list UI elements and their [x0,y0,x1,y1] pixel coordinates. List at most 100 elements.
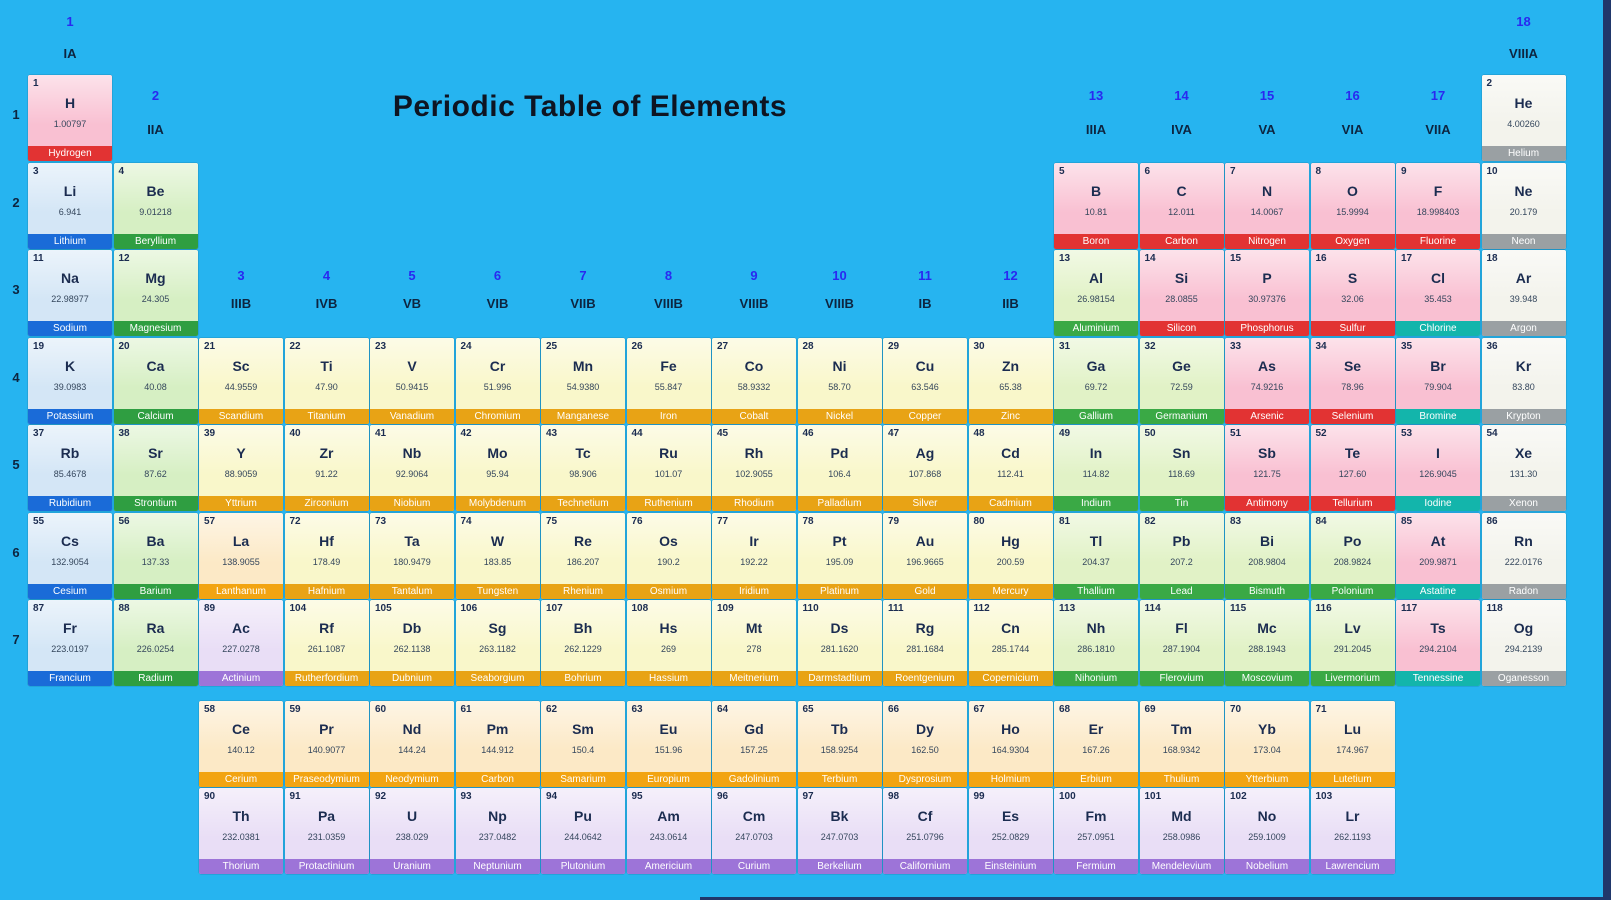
element-cell-yb[interactable]: 70 Yb 173.04 Ytterbium [1225,701,1309,787]
element-cell-v[interactable]: 23 V 50.9415 Vanadium [370,337,454,424]
element-cell-ca[interactable]: 20 Ca 40.08 Calcium [113,337,198,424]
element-cell-rn[interactable]: 86 Rn 222.0176 Radon [1481,512,1566,599]
element-cell-pr[interactable]: 59 Pr 140.9077 Praseodymium [284,701,369,787]
element-cell-ge[interactable]: 32 Ge 72.59 Germanium [1139,337,1224,424]
element-cell-fe[interactable]: 26 Fe 55.847 Iron [626,337,711,424]
element-cell-pd[interactable]: 46 Pd 106.4 Palladium [797,425,882,511]
element-cell-sm[interactable]: 62 Sm 150.4 Samarium [541,701,625,787]
element-cell-ts[interactable]: 117 Ts 294.2104 Tennessine [1396,600,1480,686]
element-cell-gd[interactable]: 64 Gd 157.25 Gadolinium [712,701,796,787]
element-cell-no[interactable]: 102 No 259.1009 Nobelium [1225,788,1309,874]
element-cell-zr[interactable]: 40 Zr 91.22 Zirconium [284,425,369,511]
element-cell-sr[interactable]: 38 Sr 87.62 Strontium [113,425,198,511]
element-cell-cl[interactable]: 17 Cl 35.453 Chlorine [1396,250,1480,336]
element-cell-ar[interactable]: 18 Ar 39.948 Argon [1481,250,1566,336]
element-cell-co[interactable]: 27 Co 58.9332 Cobalt [712,337,796,424]
element-cell-cf[interactable]: 98 Cf 251.0796 Californium [883,788,967,874]
element-cell-as[interactable]: 33 As 74.9216 Arsenic [1225,337,1309,424]
element-cell-fl[interactable]: 114 Fl 287.1904 Flerovium [1139,600,1224,686]
element-cell-ba[interactable]: 56 Ba 137.33 Barium [113,512,198,599]
element-cell-be[interactable]: 4 Be 9.01218 Beryllium [113,162,198,249]
element-cell-w[interactable]: 74 W 183.85 Tungsten [455,512,540,599]
element-cell-se[interactable]: 34 Se 78.96 Selenium [1310,337,1395,424]
element-cell-b[interactable]: 5 B 10.81 Boron [1054,162,1138,249]
element-cell-p[interactable]: 15 P 30.97376 Phosphorus [1225,250,1309,336]
element-cell-i[interactable]: 53 I 126.9045 Iodine [1396,425,1480,511]
element-cell-ac[interactable]: 89 Ac 227.0278 Actinium [199,600,283,686]
element-cell-ta[interactable]: 73 Ta 180.9479 Tantalum [370,512,454,599]
element-cell-na[interactable]: 11 Na 22.98977 Sodium [28,250,112,336]
element-cell-nd[interactable]: 60 Nd 144.24 Neodymium [370,701,454,787]
element-cell-pu[interactable]: 94 Pu 244.0642 Plutonium [541,788,625,874]
element-cell-pa[interactable]: 91 Pa 231.0359 Protactinium [284,788,369,874]
element-cell-ra[interactable]: 88 Ra 226.0254 Radium [113,600,198,686]
element-cell-tb[interactable]: 65 Tb 158.9254 Terbium [797,701,882,787]
element-cell-la[interactable]: 57 La 138.9055 Lanthanum [199,512,283,599]
element-cell-cu[interactable]: 29 Cu 63.546 Copper [883,337,967,424]
element-cell-f[interactable]: 9 F 18.998403 Fluorine [1396,162,1480,249]
element-cell-at[interactable]: 85 At 209.9871 Astatine [1396,512,1480,599]
element-cell-li[interactable]: 3 Li 6.941 Lithium [28,162,112,249]
element-cell-tc[interactable]: 43 Tc 98.906 Technetium [541,425,625,511]
element-cell-mc[interactable]: 115 Mc 288.1943 Moscovium [1225,600,1309,686]
element-cell-in[interactable]: 49 In 114.82 Indium [1054,425,1138,511]
element-cell-mg[interactable]: 12 Mg 24.305 Magnesium [113,250,198,336]
element-cell-cr[interactable]: 24 Cr 51.996 Chromium [455,337,540,424]
element-cell-si[interactable]: 14 Si 28.0855 Silicon [1139,250,1224,336]
element-cell-og[interactable]: 118 Og 294.2139 Oganesson [1481,600,1566,686]
element-cell-cd[interactable]: 48 Cd 112.41 Cadmium [968,425,1053,511]
element-cell-pt[interactable]: 78 Pt 195.09 Platinum [797,512,882,599]
element-cell-hf[interactable]: 72 Hf 178.49 Hafnium [284,512,369,599]
element-cell-nb[interactable]: 41 Nb 92.9064 Niobium [370,425,454,511]
element-cell-he[interactable]: 2 He 4.00260 Helium [1481,75,1566,161]
element-cell-ti[interactable]: 22 Ti 47.90 Titanium [284,337,369,424]
element-cell-os[interactable]: 76 Os 190.2 Osmium [626,512,711,599]
element-cell-po[interactable]: 84 Po 208.9824 Polonium [1310,512,1395,599]
element-cell-rg[interactable]: 111 Rg 281.1684 Roentgenium [883,600,967,686]
element-cell-am[interactable]: 95 Am 243.0614 Americium [626,788,711,874]
element-cell-y[interactable]: 39 Y 88.9059 Yttrium [199,425,283,511]
element-cell-es[interactable]: 99 Es 252.0829 Einsteinium [968,788,1053,874]
element-cell-cn[interactable]: 112 Cn 285.1744 Copernicium [968,600,1053,686]
element-cell-au[interactable]: 79 Au 196.9665 Gold [883,512,967,599]
element-cell-zn[interactable]: 30 Zn 65.38 Zinc [968,337,1053,424]
element-cell-hs[interactable]: 108 Hs 269 Hassium [626,600,711,686]
element-cell-md[interactable]: 101 Md 258.0986 Mendelevium [1139,788,1224,874]
element-cell-kr[interactable]: 36 Kr 83.80 Krypton [1481,337,1566,424]
element-cell-rf[interactable]: 104 Rf 261.1087 Rutherfordium [284,600,369,686]
element-cell-cs[interactable]: 55 Cs 132.9054 Cesium [28,512,112,599]
element-cell-nh[interactable]: 113 Nh 286.1810 Nihonium [1054,600,1138,686]
element-cell-ga[interactable]: 31 Ga 69.72 Gallium [1054,337,1138,424]
element-cell-th[interactable]: 90 Th 232.0381 Thorium [199,788,283,874]
element-cell-bh[interactable]: 107 Bh 262.1229 Bohrium [541,600,625,686]
element-cell-tl[interactable]: 81 Tl 204.37 Thallium [1054,512,1138,599]
element-cell-hg[interactable]: 80 Hg 200.59 Mercury [968,512,1053,599]
element-cell-rb[interactable]: 37 Rb 85.4678 Rubidium [28,425,112,511]
element-cell-eu[interactable]: 63 Eu 151.96 Europium [626,701,711,787]
element-cell-er[interactable]: 68 Er 167.26 Erbium [1054,701,1138,787]
element-cell-lv[interactable]: 116 Lv 291.2045 Livermorium [1310,600,1395,686]
element-cell-ag[interactable]: 47 Ag 107.868 Silver [883,425,967,511]
element-cell-lu[interactable]: 71 Lu 174.967 Lutetium [1310,701,1395,787]
element-cell-np[interactable]: 93 Np 237.0482 Neptunium [455,788,540,874]
element-cell-h[interactable]: 1 H 1.00797 Hydrogen [28,75,112,161]
element-cell-dy[interactable]: 66 Dy 162.50 Dysprosium [883,701,967,787]
element-cell-re[interactable]: 75 Re 186.207 Rhenium [541,512,625,599]
element-cell-ds[interactable]: 110 Ds 281.1620 Darmstadtium [797,600,882,686]
element-cell-mt[interactable]: 109 Mt 278 Meitnerium [712,600,796,686]
element-cell-ho[interactable]: 67 Ho 164.9304 Holmium [968,701,1053,787]
element-cell-db[interactable]: 105 Db 262.1138 Dubnium [370,600,454,686]
element-cell-mo[interactable]: 42 Mo 95.94 Molybdenum [455,425,540,511]
element-cell-ru[interactable]: 44 Ru 101.07 Ruthenium [626,425,711,511]
element-cell-lr[interactable]: 103 Lr 262.1193 Lawrencium [1310,788,1395,874]
element-cell-c[interactable]: 6 C 12.011 Carbon [1139,162,1224,249]
element-cell-xe[interactable]: 54 Xe 131.30 Xenon [1481,425,1566,511]
element-cell-bk[interactable]: 97 Bk 247.0703 Berkelium [797,788,882,874]
element-cell-sb[interactable]: 51 Sb 121.75 Antimony [1225,425,1309,511]
element-cell-s[interactable]: 16 S 32.06 Sulfur [1310,250,1395,336]
element-cell-k[interactable]: 19 K 39.0983 Potassium [28,337,112,424]
element-cell-sg[interactable]: 106 Sg 263.1182 Seaborgium [455,600,540,686]
element-cell-cm[interactable]: 96 Cm 247.0703 Curium [712,788,796,874]
element-cell-o[interactable]: 8 O 15.9994 Oxygen [1310,162,1395,249]
element-cell-br[interactable]: 35 Br 79.904 Bromine [1396,337,1480,424]
